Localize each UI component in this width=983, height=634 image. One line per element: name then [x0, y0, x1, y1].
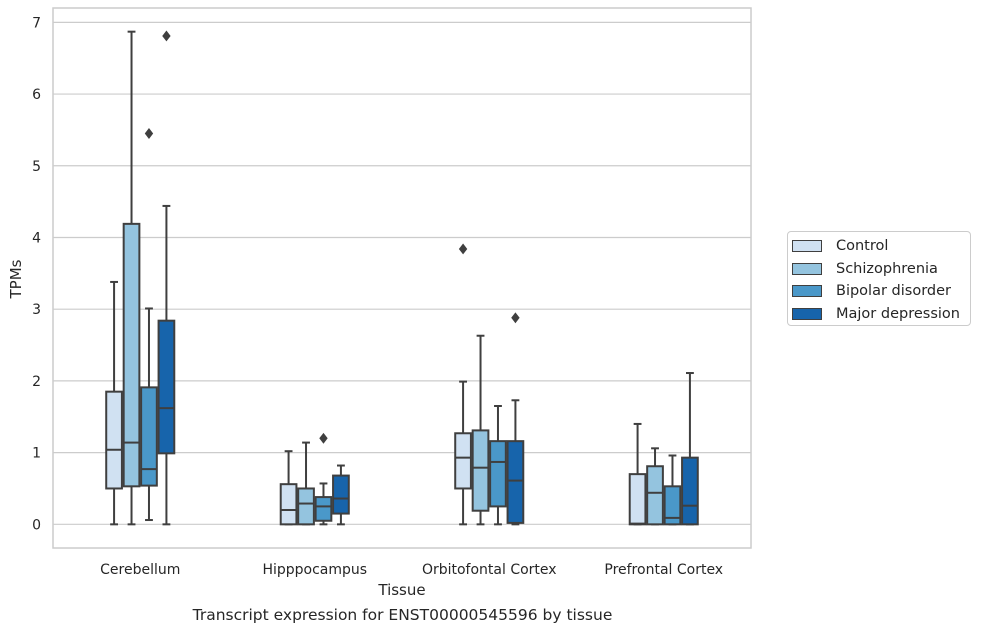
legend-swatch — [792, 240, 822, 253]
box — [646, 447, 664, 526]
box-body — [663, 485, 682, 526]
box — [279, 450, 298, 526]
outlier-point — [162, 30, 171, 42]
y-tick-label: 2 — [32, 374, 41, 390]
box — [314, 432, 333, 526]
box-body — [314, 496, 333, 522]
box — [297, 441, 315, 526]
box-body — [140, 386, 158, 487]
legend-label: Major depression — [836, 305, 960, 322]
y-tick-labels: 0 1 2 3 4 5 6 7 — [32, 15, 41, 533]
box — [506, 312, 525, 526]
x-tick-label: Cerebellum — [100, 562, 180, 578]
box — [454, 243, 472, 526]
legend-swatch — [792, 262, 822, 275]
box — [140, 128, 158, 522]
box-layer — [105, 30, 699, 526]
box — [628, 422, 647, 526]
box-body — [681, 456, 699, 526]
legend-swatch — [792, 307, 822, 320]
box-body — [279, 483, 298, 526]
chart-caption: Transcript expression for ENST0000054559… — [192, 606, 613, 624]
box — [157, 30, 176, 526]
x-tick-labels: Cerebellum Hipppocampus Orbitofontal Corte… — [100, 562, 723, 578]
legend-swatch — [792, 285, 822, 298]
box-body — [297, 487, 315, 526]
x-axis-label: Tissue — [377, 581, 425, 599]
box-body — [122, 222, 141, 488]
box-body — [628, 473, 647, 526]
box — [471, 334, 490, 526]
y-tick-label: 3 — [32, 302, 41, 318]
y-tick-label: 4 — [32, 230, 41, 246]
x-tick-label: Hipppocampus — [262, 562, 367, 578]
box-body — [489, 440, 507, 508]
legend-item: Bipolar disorder — [792, 280, 970, 303]
legend-item: Major depression — [792, 303, 970, 326]
y-tick-label: 7 — [32, 15, 41, 31]
box — [122, 30, 141, 526]
legend-item: Control — [792, 235, 970, 258]
legend-label: Bipolar disorder — [836, 283, 951, 300]
x-tick-label: Orbitofontal Cortex — [422, 562, 557, 578]
y-axis-label: TPMs — [7, 259, 25, 299]
legend-item: Schizophrenia — [792, 258, 970, 281]
legend-label: Schizophrenia — [836, 260, 938, 277]
box-body — [646, 465, 664, 526]
box — [332, 464, 350, 526]
y-tick-label: 0 — [32, 517, 41, 533]
box-body — [454, 432, 472, 490]
y-tick-label: 5 — [32, 159, 41, 175]
outlier-point — [144, 128, 154, 139]
outlier-point — [511, 312, 520, 324]
box — [663, 454, 682, 526]
box — [681, 372, 699, 526]
outlier-point — [319, 432, 328, 444]
legend: Control Schizophrenia Bipolar disorder Majo… — [787, 231, 971, 326]
box-body — [471, 429, 490, 512]
box-body — [506, 440, 525, 524]
plot-frame — [52, 7, 752, 549]
y-tick-label: 6 — [32, 87, 41, 103]
box-body — [332, 474, 350, 515]
x-tick-label: Prefrontal Cortex — [604, 562, 723, 578]
outlier-point — [458, 243, 468, 255]
box-body — [157, 319, 176, 455]
box — [489, 405, 507, 526]
box — [105, 280, 123, 526]
box-body — [105, 390, 123, 490]
legend-label: Control — [836, 238, 889, 255]
y-tick-label: 1 — [32, 446, 41, 462]
